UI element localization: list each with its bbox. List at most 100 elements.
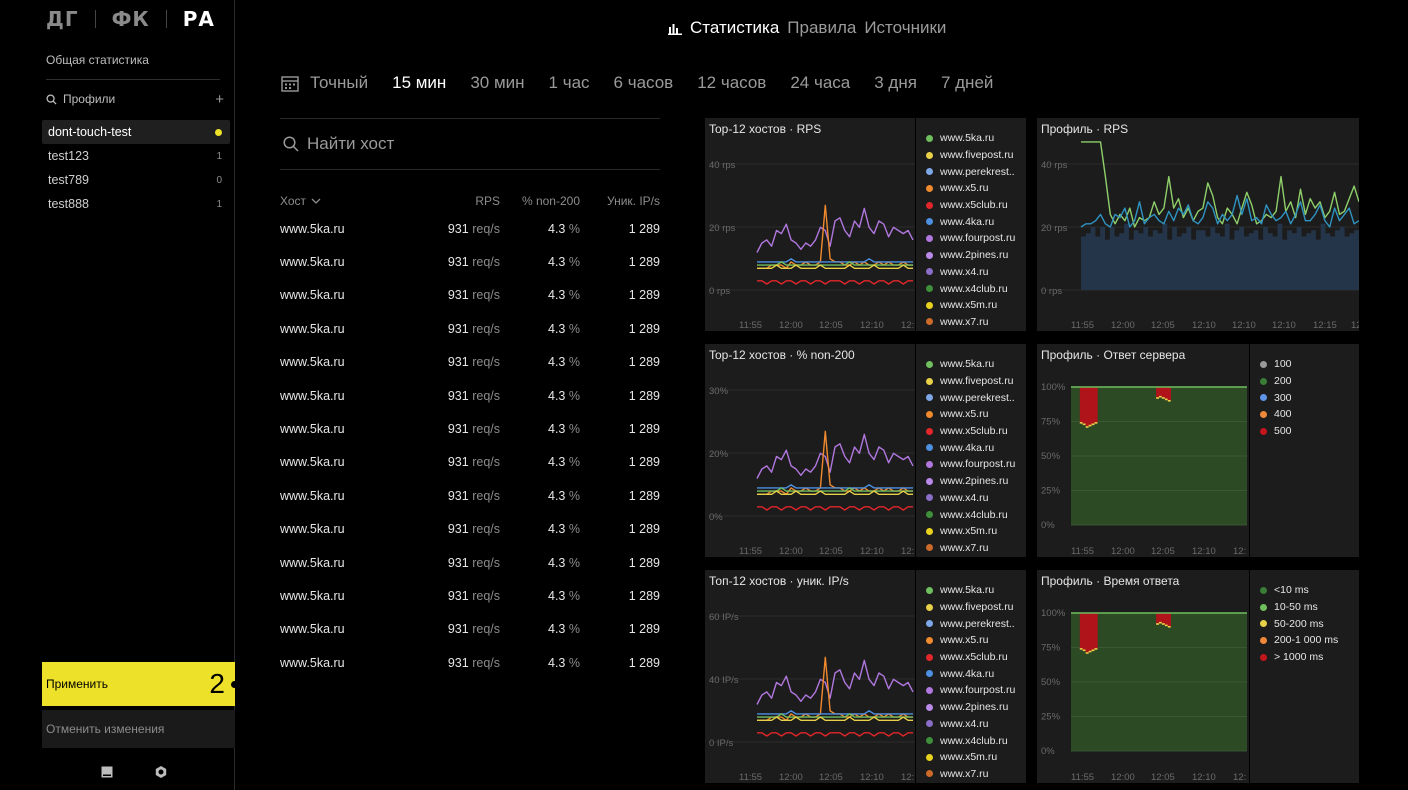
apply-button[interactable]: Применить 2 [42, 662, 238, 706]
legend-item[interactable]: www.x4.ru [916, 716, 1026, 733]
time-6-hours[interactable]: 6 часов [613, 73, 674, 92]
time-7-days[interactable]: 7 дней [940, 73, 994, 92]
cell-rps: 931 req/s [430, 622, 500, 636]
legend-item[interactable]: 200-1 000 ms [1250, 632, 1359, 649]
tab-statistics[interactable]: Статистика [690, 18, 780, 37]
table-row[interactable]: www.5ka.ru 931 req/s 4.3 % 1 289 [280, 446, 660, 479]
legend-item[interactable]: 100 [1250, 356, 1359, 373]
legend-item[interactable]: www.fivepost.ru [916, 373, 1026, 390]
table-row[interactable]: www.5ka.ru 931 req/s 4.3 % 1 289 [280, 245, 660, 278]
legend-item[interactable]: www.fourpost.ru [916, 682, 1026, 699]
docs-icon[interactable] [100, 765, 114, 779]
legend-item[interactable]: 50-200 ms [1250, 615, 1359, 632]
legend-item[interactable]: www.4ka.ru [916, 665, 1026, 682]
logo-fk[interactable]: ФК [111, 7, 150, 31]
table-row[interactable]: www.5ka.ru 931 req/s 4.3 % 1 289 [280, 379, 660, 412]
legend-item[interactable]: www.4ka.ru [916, 213, 1026, 230]
legend-item[interactable]: www.x7.ru [916, 540, 1026, 557]
legend-item[interactable]: www.x4club.ru [916, 732, 1026, 749]
legend-item[interactable]: www.x5.ru [916, 180, 1026, 197]
time-exact[interactable]: Точный [310, 73, 369, 92]
legend-item[interactable]: www.x5m.ru [916, 523, 1026, 540]
legend-item[interactable]: www.x7.ru [916, 766, 1026, 783]
rps-value: 931 [447, 388, 469, 403]
legend-item[interactable]: www.x5club.ru [916, 649, 1026, 666]
logo-dg[interactable]: ДГ [46, 7, 79, 31]
legend-label: www.fourpost.ru [940, 458, 1016, 471]
legend-item[interactable]: www.x4.ru [916, 490, 1026, 507]
legend-item[interactable]: 10-50 ms [1250, 599, 1359, 616]
legend-item[interactable]: www.x5m.ru [916, 749, 1026, 766]
logo-ra[interactable]: РА [182, 7, 215, 31]
legend-item[interactable]: www.x5club.ru [916, 423, 1026, 440]
legend-item[interactable]: www.fivepost.ru [916, 147, 1026, 164]
non200-value: 4.3 [548, 655, 566, 670]
table-row[interactable]: www.5ka.ru 931 req/s 4.3 % 1 289 [280, 613, 660, 646]
time-1-hour[interactable]: 1 час [548, 73, 590, 92]
legend-item[interactable]: 400 [1250, 406, 1359, 423]
non200-unit: % [568, 255, 580, 270]
legend-item[interactable]: www.2pines.ru [916, 699, 1026, 716]
tab-rules[interactable]: Правила [787, 18, 857, 37]
legend-item[interactable]: www.perekrest.. [916, 615, 1026, 632]
table-row[interactable]: www.5ka.ru 931 req/s 4.3 % 1 289 [280, 212, 660, 245]
legend-item[interactable]: www.x4club.ru [916, 280, 1026, 297]
tab-sources[interactable]: Источники [864, 18, 947, 37]
legend-item[interactable]: www.x7.ru [916, 314, 1026, 331]
time-3-days[interactable]: 3 дня [874, 73, 917, 92]
overall-stats-link[interactable]: Общая статистика [46, 53, 149, 67]
legend-item[interactable]: www.x5m.ru [916, 297, 1026, 314]
legend-item[interactable]: www.2pines.ru [916, 473, 1026, 490]
legend-label: www.x4.ru [940, 717, 989, 730]
legend-item[interactable]: www.x5club.ru [916, 197, 1026, 214]
time-15-min[interactable]: 15 мин [392, 73, 447, 92]
column-non200[interactable]: % non-200 [521, 194, 580, 208]
host-search-input[interactable] [307, 134, 647, 154]
column-host[interactable]: Хост [280, 194, 430, 208]
x-tick-label: 12:05 [819, 320, 843, 331]
profile-item-test888[interactable]: test888 1 [42, 192, 230, 216]
legend-item[interactable]: www.5ka.ru [916, 356, 1026, 373]
legend-item[interactable]: www.fivepost.ru [916, 599, 1026, 616]
calendar-icon[interactable] [281, 75, 299, 92]
profile-item-test789[interactable]: test789 0 [42, 168, 230, 192]
profile-item-dont-touch-test[interactable]: dont-touch-test [42, 120, 230, 144]
table-row[interactable]: www.5ka.ru 931 req/s 4.3 % 1 289 [280, 579, 660, 612]
legend-item[interactable]: www.x5.ru [916, 632, 1026, 649]
time-12-hours[interactable]: 12 часов [697, 73, 767, 92]
table-row[interactable]: www.5ka.ru 931 req/s 4.3 % 1 289 [280, 279, 660, 312]
table-row[interactable]: www.5ka.ru 931 req/s 4.3 % 1 289 [280, 513, 660, 546]
legend-item[interactable]: www.4ka.ru [916, 439, 1026, 456]
time-24-hours[interactable]: 24 часа [790, 73, 851, 92]
legend-item[interactable]: www.fourpost.ru [916, 456, 1026, 473]
column-unique-ips[interactable]: Уник. IP/s [606, 194, 660, 208]
legend-item[interactable]: > 1000 ms [1250, 649, 1359, 666]
legend-item[interactable]: www.x4.ru [916, 264, 1026, 281]
legend-item[interactable]: 500 [1250, 423, 1359, 440]
column-rps[interactable]: RPS [475, 194, 500, 208]
legend-item[interactable]: <10 ms [1250, 582, 1359, 599]
legend-item[interactable]: www.fourpost.ru [916, 230, 1026, 247]
table-row[interactable]: www.5ka.ru 931 req/s 4.3 % 1 289 [280, 646, 660, 679]
legend-item[interactable]: www.x4club.ru [916, 506, 1026, 523]
legend-item[interactable]: www.5ka.ru [916, 582, 1026, 599]
legend-item[interactable]: 200 [1250, 373, 1359, 390]
legend-item[interactable]: www.perekrest.. [916, 163, 1026, 180]
table-row[interactable]: www.5ka.ru 931 req/s 4.3 % 1 289 [280, 479, 660, 512]
table-row[interactable]: www.5ka.ru 931 req/s 4.3 % 1 289 [280, 546, 660, 579]
time-30-min[interactable]: 30 мин [470, 73, 525, 92]
legend-item[interactable]: www.x5.ru [916, 406, 1026, 423]
cancel-changes-button[interactable]: Отменить изменения [42, 710, 235, 748]
table-row[interactable]: www.5ka.ru 931 req/s 4.3 % 1 289 [280, 346, 660, 379]
series-line [757, 484, 913, 489]
table-row[interactable]: www.5ka.ru 931 req/s 4.3 % 1 289 [280, 412, 660, 445]
search-icon[interactable] [46, 93, 57, 105]
legend-item[interactable]: www.5ka.ru [916, 130, 1026, 147]
legend-item[interactable]: 300 [1250, 389, 1359, 406]
table-row[interactable]: www.5ka.ru 931 req/s 4.3 % 1 289 [280, 312, 660, 345]
add-profile-icon[interactable]: + [215, 90, 224, 108]
legend-item[interactable]: www.perekrest.. [916, 389, 1026, 406]
legend-item[interactable]: www.2pines.ru [916, 247, 1026, 264]
profile-item-test123[interactable]: test123 1 [42, 144, 230, 168]
settings-icon[interactable] [154, 765, 168, 779]
